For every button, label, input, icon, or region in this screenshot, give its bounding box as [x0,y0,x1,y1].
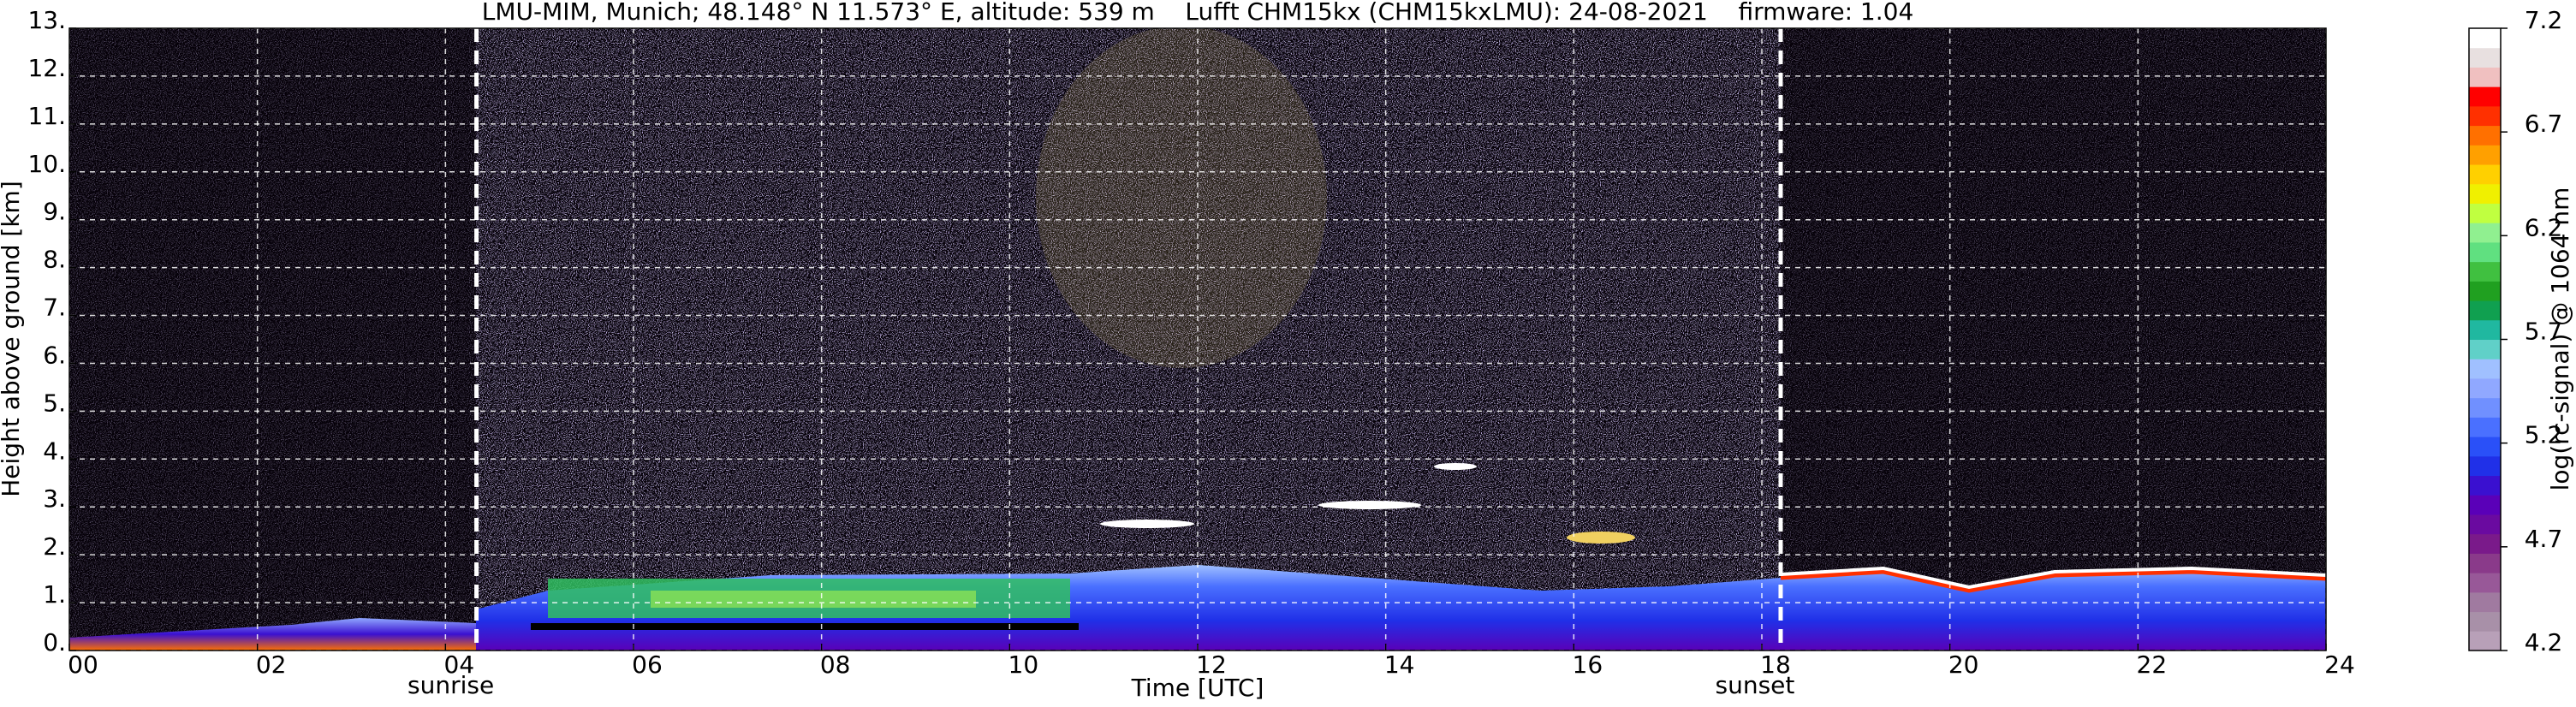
colorbar-tick-label: 6.2 [2525,213,2563,241]
y-tick-label: 8. [43,246,66,274]
x-tick-label: 08 [820,651,851,679]
y-tick-label: 4. [43,437,66,465]
y-tick-label: 10. [27,150,66,178]
chart-title: LMU-MIM, Munich; 48.148° N 11.573° E, al… [482,0,1914,26]
x-tick-label: 22 [2137,651,2168,679]
y-tick-label: 11. [27,102,66,130]
colorbar-segment [2469,397,2501,418]
y-axis-label: Height above ground [km] [0,181,25,497]
noise-glow [1036,28,1327,368]
colorbar-segment [2469,47,2501,68]
x-tick-label: 12 [1196,651,1227,679]
annotation-label: sunrise [408,671,494,699]
colorbar-segment [2469,203,2501,223]
colorbar-segment [2469,573,2501,593]
x-tick-label: 18 [1760,651,1791,679]
y-tick-label: 2. [43,532,66,561]
colorbar-tick-label: 4.7 [2525,525,2563,553]
cloud [1318,501,1421,509]
colorbar-segment [2469,591,2501,613]
y-tick-label: 12. [27,54,66,82]
colorbar-segment [2469,455,2501,477]
colorbar-segment [2469,359,2501,379]
colorbar-tick-label: 7.2 [2525,6,2563,34]
cloud [1567,532,1635,544]
colorbar-segment [2469,183,2501,204]
colorbar-segment [2469,86,2501,107]
axes: 00 02 04 06 08 10 12 14 16 18 20 22 24 0. 1. 2. 3. 4. 5. 6.… [27,6,2562,699]
annotation-label: sunset [1716,671,1795,699]
y-tick-label: 3. [43,484,66,513]
noise-day [476,28,1781,651]
colorbar-segment [2469,145,2501,165]
x-tick-label: 00 [68,651,98,679]
colorbar-segment [2469,300,2501,321]
y-tick-label: 5. [43,389,66,417]
colorbar-segment [2469,28,2501,49]
colorbar-segment [2469,164,2501,185]
colorbar-label: log(rc-signal) @ 1064 nm [2546,187,2574,491]
y-tick-label: 7. [43,294,66,322]
residual-core [651,591,976,608]
y-tick-label: 0. [43,628,66,656]
colorbar-segment [2469,339,2501,359]
colorbar-tick-label: 6.7 [2525,110,2563,138]
y-tick-label: 1. [43,580,66,609]
y-tick-label: 9. [43,198,66,226]
layer-top [1780,569,2326,593]
dark-band [531,623,1079,630]
colorbar-segment [2469,223,2501,243]
x-tick-label: 16 [1573,651,1603,679]
x-tick-label: 24 [2324,651,2355,679]
x-tick-label: 06 [632,651,663,679]
cloud [1434,463,1477,470]
cloud [1100,520,1194,528]
colorbar-segment [2469,319,2501,340]
colorbar-segment [2469,553,2501,573]
colorbar-segment [2469,611,2501,632]
colorbar-segment [2469,514,2501,535]
x-tick-label: 04 [444,651,475,679]
colorbar-segment [2469,125,2501,146]
colorbar-segment [2469,67,2501,87]
colorbar-segment [2469,475,2501,496]
plot-frame [68,27,2327,651]
colorbar-tick-label: 5.7 [2525,318,2563,346]
colorbar-segment [2469,377,2501,399]
colorbar-segment [2469,241,2501,263]
colorbar-segment [2469,417,2501,437]
colorbar-segment [2469,631,2501,651]
x-tick-label: 10 [1008,651,1039,679]
x-tick-label: 14 [1384,651,1415,679]
colorbar-segment [2469,533,2501,554]
colorbar-tick-label: 4.2 [2525,628,2563,656]
colorbar-segment [2469,437,2501,457]
colorbar-tick-label: 5.2 [2525,421,2563,449]
colorbar-segment [2469,261,2501,282]
y-tick-label: 13. [27,6,66,34]
colorbar-segment [2469,495,2501,515]
x-tick-label: 02 [256,651,287,679]
x-tick-label: 20 [1948,651,1979,679]
colorbar-segment [2469,105,2501,127]
colorbar-segment [2469,281,2501,301]
layer-edge [1780,566,2326,590]
y-tick-label: 6. [43,341,66,369]
x-axis-label: Time [UTC] [1131,674,1264,702]
aerosol-layer [69,618,476,651]
